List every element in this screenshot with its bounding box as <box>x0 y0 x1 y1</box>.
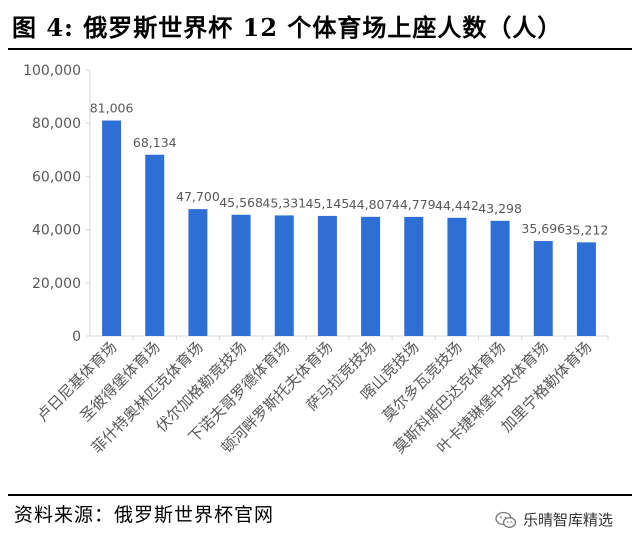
data-label: 81,006 <box>90 101 134 116</box>
source-rule <box>8 494 632 496</box>
y-tick-label: 60,000 <box>32 169 81 185</box>
y-tick-label: 40,000 <box>32 223 81 239</box>
bar <box>274 215 294 336</box>
y-tick-label: 0 <box>72 329 81 345</box>
data-label: 45,331 <box>262 195 306 210</box>
title-rule <box>8 48 632 50</box>
source-note: 资料来源：俄罗斯世界杯官网 <box>14 504 275 526</box>
bar <box>317 215 337 336</box>
data-label: 45,145 <box>306 196 350 211</box>
bar <box>576 242 596 336</box>
bar <box>188 209 208 336</box>
data-label: 47,700 <box>176 189 220 204</box>
data-label: 44,807 <box>349 197 393 212</box>
watermark: 乐晴智库精选 <box>495 509 613 530</box>
bar-chart: 020,00040,00060,00080,000100,00081,006卢日… <box>23 63 609 457</box>
data-label: 43,298 <box>478 201 522 216</box>
y-tick-label: 80,000 <box>32 116 81 132</box>
watermark-text: 乐晴智库精选 <box>523 511 614 529</box>
data-label: 44,779 <box>392 197 436 212</box>
bar <box>361 216 381 336</box>
wechat-icon <box>495 511 517 528</box>
bar <box>404 216 424 336</box>
y-tick-label: 100,000 <box>23 63 81 79</box>
figure-title: 图 4: 俄罗斯世界杯 12 个体育场上座人数（人） <box>12 13 563 42</box>
y-tick-label: 20,000 <box>32 276 81 292</box>
data-label: 68,134 <box>133 135 177 150</box>
data-label: 35,696 <box>521 221 565 236</box>
data-label: 35,212 <box>565 222 609 237</box>
bar <box>490 220 510 336</box>
data-label: 44,442 <box>435 198 479 213</box>
bar <box>145 154 165 336</box>
bar <box>231 214 251 336</box>
bar <box>102 120 122 336</box>
bar <box>447 217 467 336</box>
bar <box>533 241 553 336</box>
data-label: 45,568 <box>219 195 263 210</box>
